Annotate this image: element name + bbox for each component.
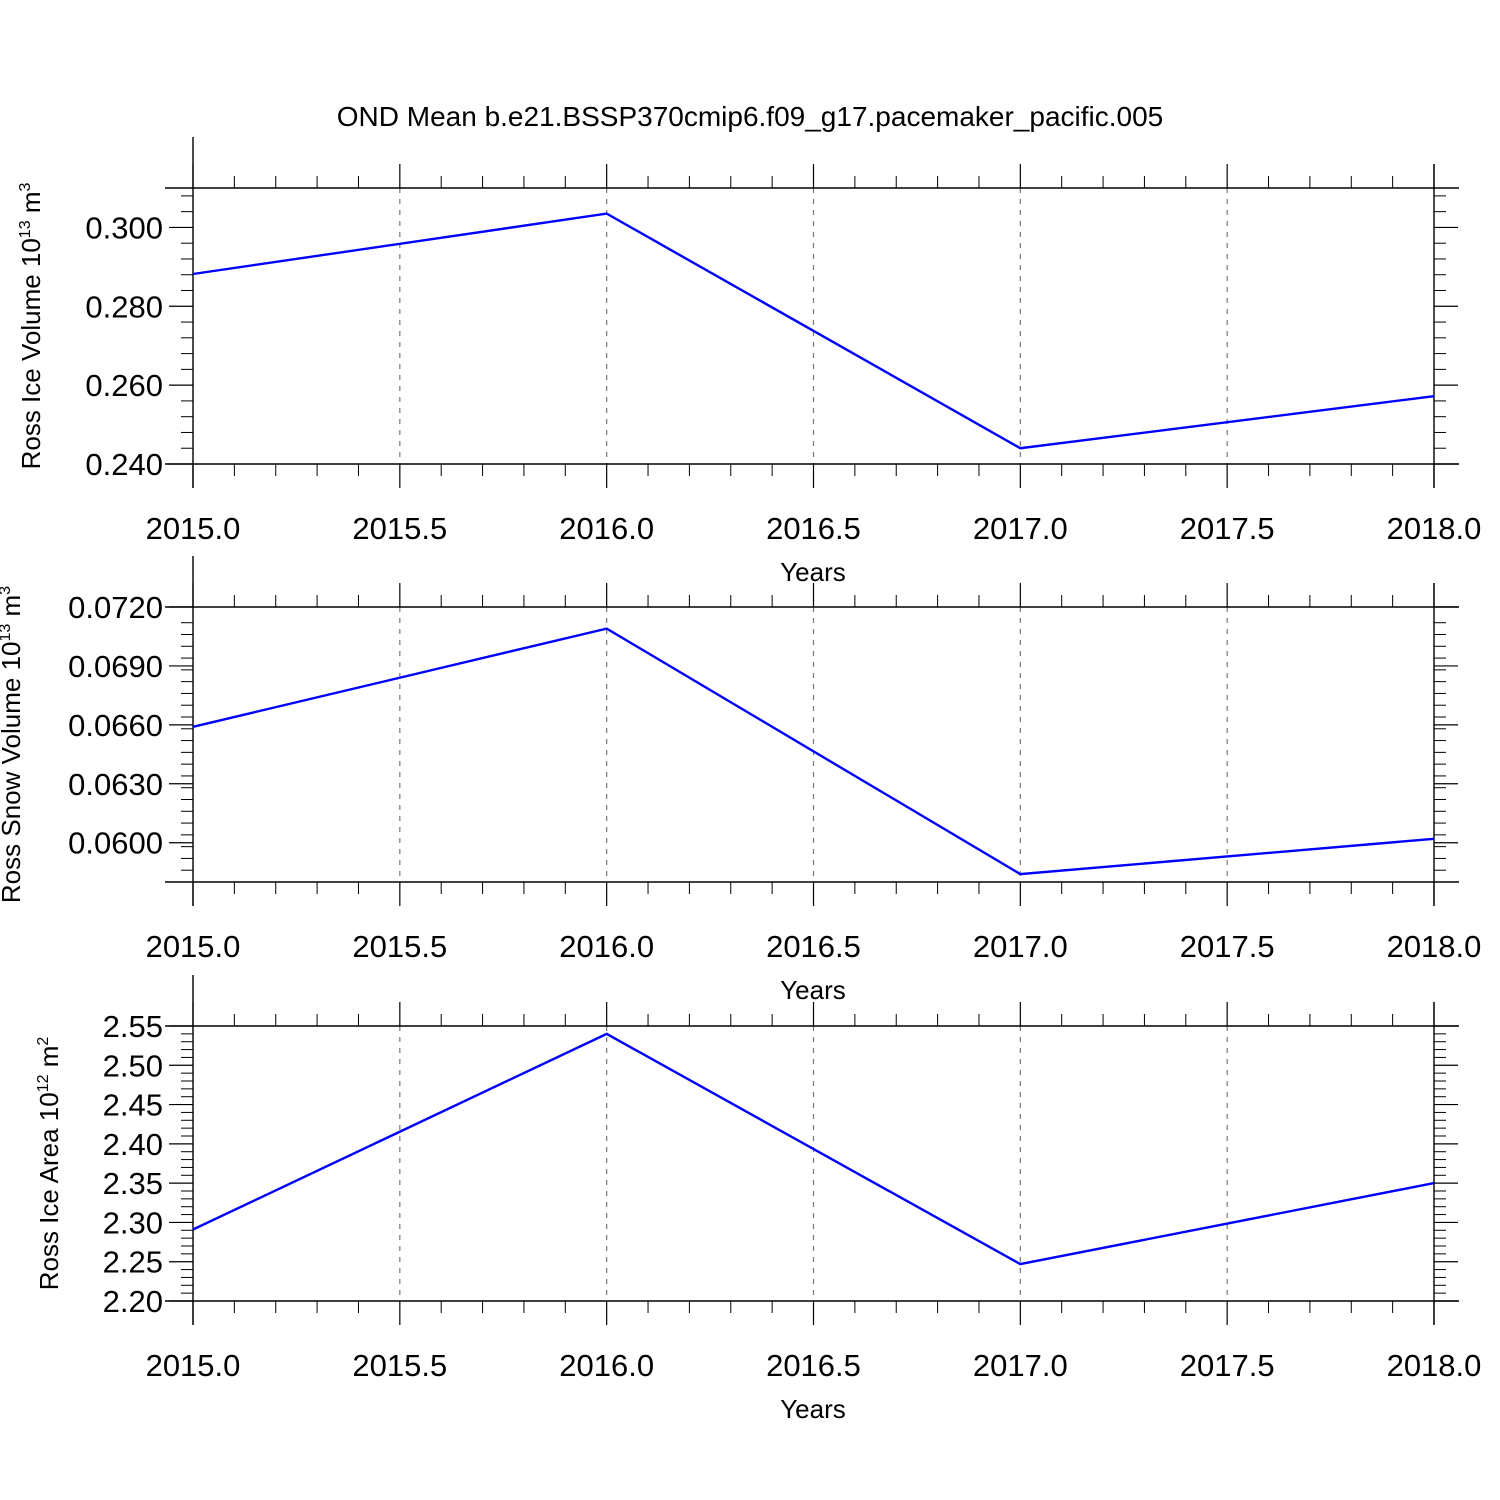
- x-tick-label: 2015.5: [352, 929, 447, 964]
- y-tick-label: 2.45: [103, 1088, 163, 1123]
- y-tick-label: 0.240: [85, 447, 163, 482]
- x-tick-label: 2016.5: [766, 929, 861, 964]
- y-tick-label: 0.260: [85, 368, 163, 403]
- x-tick-label: 2016.5: [766, 511, 861, 546]
- x-tick-label: 2017.0: [973, 1348, 1068, 1383]
- y-tick-label: 2.55: [103, 1009, 163, 1044]
- y-tick-label: 0.0630: [68, 767, 163, 802]
- y-tick-label: 2.30: [103, 1205, 163, 1240]
- y-tick-label: 2.40: [103, 1127, 163, 1162]
- figure-title: OND Mean b.e21.BSSP370cmip6.f09_g17.pace…: [337, 101, 1164, 132]
- x-tick-label: 2016.0: [559, 929, 654, 964]
- x-tick-label: 2017.5: [1180, 511, 1275, 546]
- x-tick-label: 2017.5: [1180, 1348, 1275, 1383]
- series-line: [192, 627, 1435, 876]
- y-axis-title-ylabel-unit-exp: 2: [35, 1037, 52, 1046]
- panels: 2015.0 2015.5 2016.0 2016.5 2017.0 2017.5 2018…: [0, 137, 1481, 1424]
- y-axis-title-ylabel-exp: 13: [17, 220, 34, 238]
- x-tick-label: 2017.0: [973, 511, 1068, 546]
- x-tick-label: 2018.0: [1387, 1348, 1482, 1383]
- chart-panel-1: 2015.0 2015.5 2016.0 2016.5 2017.0 2017.5 2018…: [16, 137, 1481, 587]
- y-tick-label: 2.50: [103, 1048, 163, 1083]
- y-axis-title-ylabel-main: Ross Snow Volume 10: [0, 642, 26, 904]
- x-tick-label: 2017.5: [1180, 929, 1275, 964]
- x-axis-title: Years: [780, 975, 846, 1005]
- x-tick-label: 2015.5: [352, 511, 447, 546]
- series-line: [192, 1032, 1435, 1266]
- chart-panel-3: 2015.0 2015.5 2016.0 2016.5 2017.0 2017.5 2018…: [34, 975, 1481, 1424]
- y-axis-title-ylabel-unit-exp: 3: [0, 586, 14, 595]
- x-tick-label: 2015.5: [352, 1348, 447, 1383]
- x-axis-title: Years: [780, 557, 846, 587]
- y-axis-title: Ross Snow Volume 1013 m3: [0, 586, 26, 903]
- x-tick-label: 2015.0: [146, 929, 241, 964]
- y-tick-label: 0.300: [85, 210, 163, 245]
- series-line: [192, 212, 1435, 450]
- y-axis-title: Ross Ice Area 1012 m2: [34, 1037, 64, 1291]
- y-tick-label: 2.35: [103, 1166, 163, 1201]
- x-axis-title: Years: [780, 1394, 846, 1424]
- y-axis-title-ylabel-main: Ross Ice Volume 10: [16, 238, 46, 469]
- x-tick-label: 2017.0: [973, 929, 1068, 964]
- chart-panel-2: 2015.0 2015.5 2016.0 2016.5 2017.0 2017.5 2018…: [0, 556, 1481, 1005]
- y-axis-title-ylabel-main: Ross Ice Area 10: [34, 1092, 64, 1290]
- x-tick-label: 2015.0: [146, 1348, 241, 1383]
- x-tick-label: 2018.0: [1387, 511, 1482, 546]
- x-tick-label: 2016.5: [766, 1348, 861, 1383]
- x-tick-label: 2016.0: [559, 511, 654, 546]
- y-tick-label: 0.0720: [68, 590, 163, 625]
- y-axis-title-ylabel-unit: m: [16, 191, 46, 220]
- y-tick-label: 0.0690: [68, 649, 163, 684]
- y-tick-label: 0.0600: [68, 826, 163, 861]
- y-axis-title-ylabel-exp: 13: [0, 624, 14, 642]
- x-tick-label: 2018.0: [1387, 929, 1482, 964]
- y-axis-title-ylabel-unit: m: [34, 1046, 64, 1075]
- x-tick-label: 2015.0: [146, 511, 241, 546]
- y-axis-title: Ross Ice Volume 1013 m3: [16, 182, 46, 469]
- y-axis-title-ylabel-exp: 12: [35, 1074, 52, 1092]
- y-tick-label: 0.280: [85, 289, 163, 324]
- y-axis-title-ylabel-unit: m: [0, 595, 26, 624]
- y-tick-label: 2.25: [103, 1245, 163, 1280]
- y-tick-label: 2.20: [103, 1284, 163, 1319]
- y-axis-title-ylabel-unit-exp: 3: [17, 182, 34, 191]
- y-tick-label: 0.0660: [68, 708, 163, 743]
- x-tick-label: 2016.0: [559, 1348, 654, 1383]
